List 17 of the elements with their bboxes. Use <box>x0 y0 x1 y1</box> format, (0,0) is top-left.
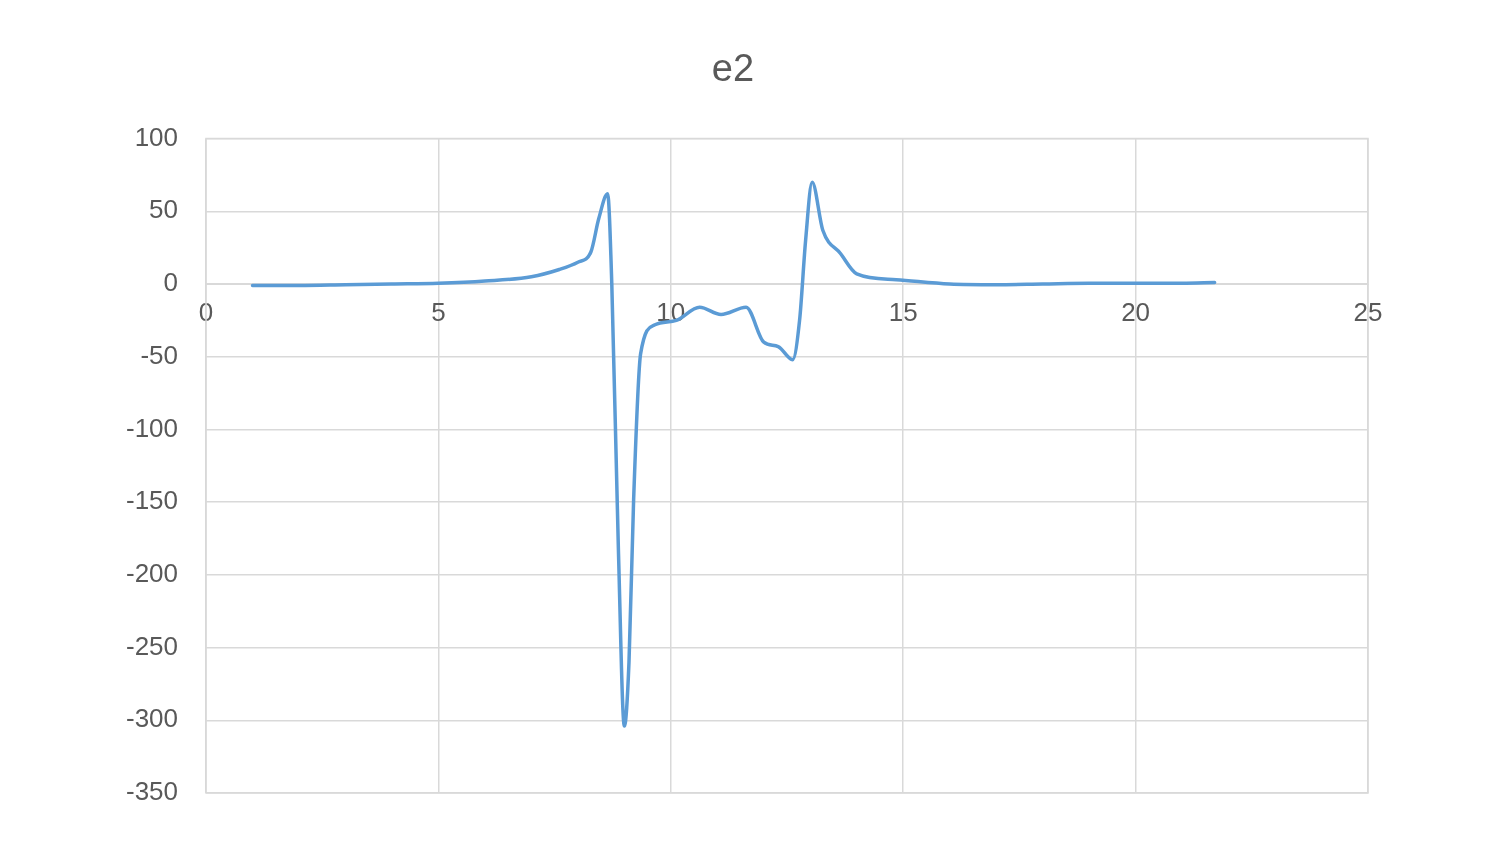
x-tick-label: 0 <box>198 296 214 327</box>
x-tick-label: 25 <box>1353 296 1383 327</box>
y-tick-label: -300 <box>125 703 179 734</box>
y-tick-label: -200 <box>125 558 179 589</box>
x-tick-label: 20 <box>1121 296 1151 327</box>
y-tick-label: 50 <box>149 194 179 225</box>
y-tick-label: -100 <box>125 412 179 443</box>
line-series <box>250 180 1217 728</box>
x-tick-label: 5 <box>431 296 446 327</box>
y-tick-label: 100 <box>134 121 179 152</box>
y-tick-label: 0 <box>163 267 179 298</box>
y-tick-label: -250 <box>125 630 179 661</box>
x-tick-label: 15 <box>888 296 918 327</box>
y-tick-label: -50 <box>140 339 179 370</box>
y-tick-label: -150 <box>125 485 179 516</box>
y-tick-label: -350 <box>125 776 179 807</box>
chart-title: e2 <box>711 47 755 90</box>
